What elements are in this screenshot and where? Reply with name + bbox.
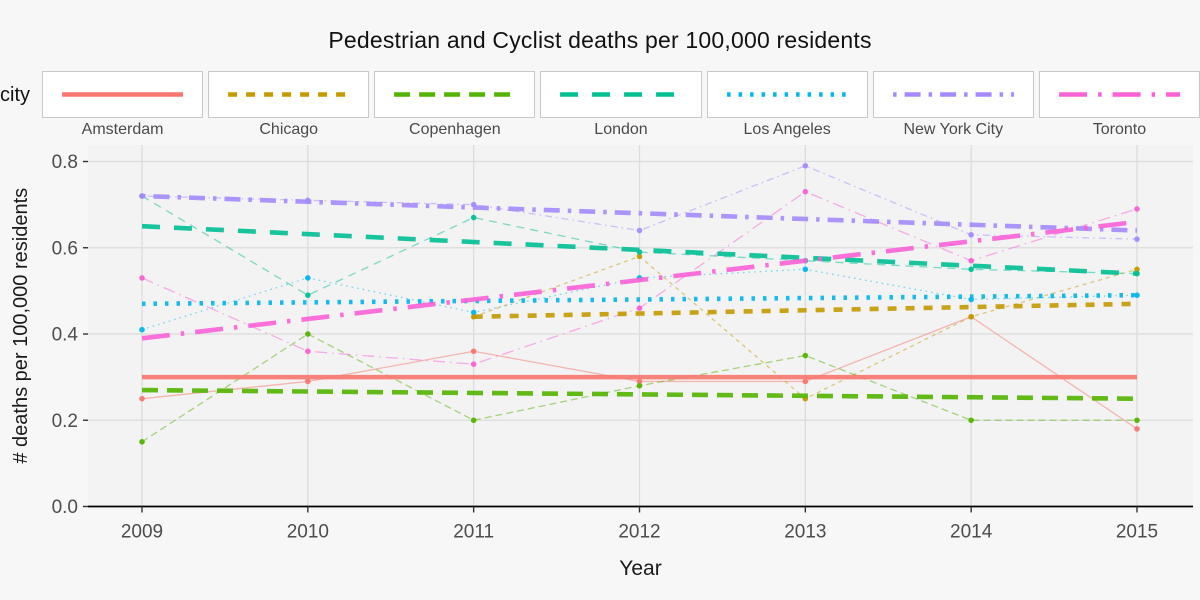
svg-text:2009: 2009 xyxy=(121,522,163,543)
trend-copenhagen xyxy=(141,387,1138,401)
legend-entries: Amsterdam Chicago Copenhagen London Los Ange… xyxy=(42,71,1200,139)
legend-key-new-york-city xyxy=(872,71,1034,118)
trend-chicago xyxy=(473,301,1138,320)
tick-labels: 0.0 0.2 0.4 0.6 0.8 2009 2010 2011 2012 2013 2014 2… xyxy=(52,152,1159,543)
legend-key-copenhagen xyxy=(374,71,536,118)
svg-text:0.8: 0.8 xyxy=(52,152,78,173)
svg-text:2011: 2011 xyxy=(453,522,494,543)
legend-entry-chicago: Chicago xyxy=(208,71,370,139)
legend-label-new-york-city: New York City xyxy=(903,121,1004,138)
series-copenhagen xyxy=(139,331,1140,445)
legend-entry-london: London xyxy=(540,71,702,139)
svg-text:2013: 2013 xyxy=(784,522,826,543)
axes xyxy=(83,160,1193,513)
legend-label-amsterdam: Amsterdam xyxy=(81,121,164,138)
series-toronto xyxy=(139,188,1140,367)
legend-entry-amsterdam: Amsterdam xyxy=(42,71,204,139)
svg-text:2014: 2014 xyxy=(950,522,993,543)
x-axis-title: Year xyxy=(619,557,661,580)
y-axis-title: # deaths per 100,000 residents xyxy=(10,188,32,464)
legend-title: city xyxy=(0,84,30,106)
chart-title: Pedestrian and Cyclist deaths per 100,00… xyxy=(328,27,872,53)
legend-label-chicago: Chicago xyxy=(259,121,319,138)
legend: city Amsterdam Chicago Copenhagen London Los… xyxy=(0,71,1200,139)
legend-label-copenhagen: Copenhagen xyxy=(409,121,501,138)
trend-new-york-city xyxy=(141,193,1138,233)
svg-text:0.0: 0.0 xyxy=(52,497,78,518)
series-los-angeles xyxy=(139,266,1140,333)
svg-text:2015: 2015 xyxy=(1116,522,1158,543)
trend-london xyxy=(141,223,1138,276)
svg-text:0.4: 0.4 xyxy=(52,325,79,346)
legend-key-amsterdam xyxy=(42,71,204,118)
svg-text:0.6: 0.6 xyxy=(52,238,78,259)
svg-text:2010: 2010 xyxy=(287,522,329,543)
legend-label-los-angeles: Los Angeles xyxy=(743,121,831,138)
legend-key-london xyxy=(540,71,702,118)
trend-toronto xyxy=(141,219,1138,341)
plot-panel xyxy=(88,145,1193,507)
legend-entry-new-york-city: New York City xyxy=(872,71,1034,139)
svg-text:2012: 2012 xyxy=(618,522,660,543)
legend-key-chicago xyxy=(208,71,370,118)
legend-entry-los-angeles: Los Angeles xyxy=(706,71,868,139)
svg-text:0.2: 0.2 xyxy=(52,411,78,432)
legend-key-toronto xyxy=(1038,71,1200,118)
legend-label-london: London xyxy=(594,121,648,138)
legend-key-los-angeles xyxy=(706,71,868,118)
legend-entry-copenhagen: Copenhagen xyxy=(374,71,536,139)
trend-los-angeles xyxy=(141,292,1138,307)
legend-entry-toronto: Toronto xyxy=(1038,71,1200,139)
legend-label-toronto: Toronto xyxy=(1092,121,1147,138)
